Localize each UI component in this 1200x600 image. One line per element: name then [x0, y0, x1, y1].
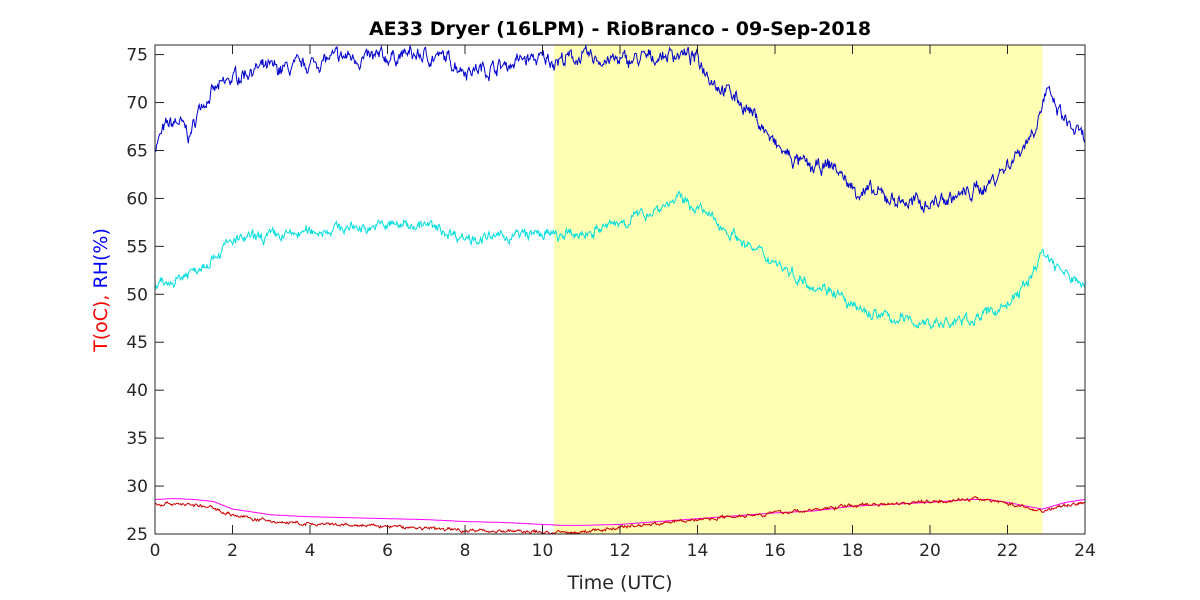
series-line-0 — [154, 44, 1086, 213]
y-tick-label: 25 — [126, 525, 148, 545]
x-tick-label: 2 — [227, 541, 238, 561]
x-axis-title: Time (UTC) — [566, 572, 672, 594]
x-tick-label: 14 — [687, 541, 709, 561]
x-tick-label: 10 — [532, 541, 554, 561]
x-tick-label: 12 — [609, 541, 631, 561]
daytime-shading — [554, 45, 1043, 534]
y-tick-label: 65 — [126, 141, 148, 161]
y-axis-title-humidity: RH(%) — [90, 228, 112, 288]
y-axis-title: T(oC), RH(%) — [90, 228, 112, 353]
y-tick-label: 45 — [126, 333, 148, 353]
y-tick-label: 30 — [126, 477, 148, 497]
x-tick-label: 0 — [150, 541, 161, 561]
series-line-1 — [154, 190, 1086, 330]
y-tick-label: 60 — [126, 189, 148, 209]
x-tick-label: 24 — [1074, 541, 1096, 561]
x-tick-label: 16 — [764, 541, 786, 561]
plot-area — [155, 45, 1085, 534]
y-tick-label: 50 — [126, 285, 148, 305]
y-axis-title-temperature: T(oC), — [90, 288, 112, 352]
y-tick-label: 55 — [126, 237, 148, 257]
x-tick-label: 8 — [460, 541, 471, 561]
x-tick-label: 4 — [305, 541, 316, 561]
x-tick-label: 22 — [997, 541, 1019, 561]
y-tick-label: 35 — [126, 429, 148, 449]
x-tick-label: 20 — [919, 541, 941, 561]
chart-title: AE33 Dryer (16LPM) - RioBranco - 09-Sep-… — [369, 18, 871, 40]
y-tick-label: 70 — [126, 94, 148, 114]
x-tick-label: 18 — [842, 541, 864, 561]
y-tick-label: 75 — [126, 46, 148, 66]
x-tick-label: 6 — [382, 541, 393, 561]
axes: 0 2 4 6 8 10 12 14 16 18 20 22 242530354045505560657… — [126, 44, 1096, 561]
y-tick-label: 40 — [126, 381, 148, 401]
